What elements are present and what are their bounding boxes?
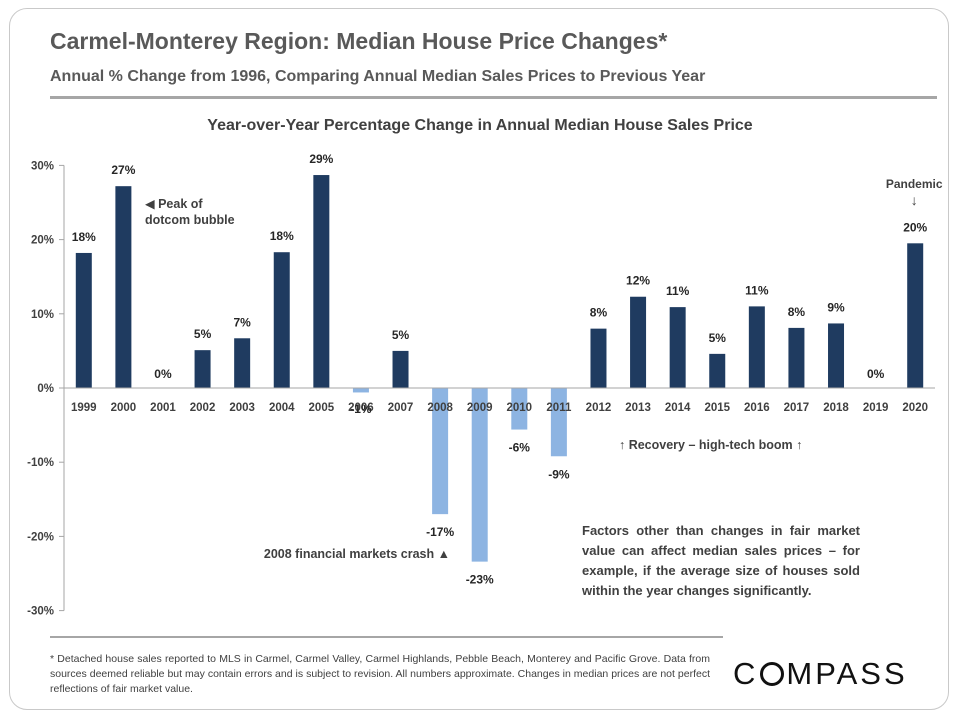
x-tick-label: 2001 <box>150 402 176 414</box>
bar-2006 <box>352 388 369 393</box>
y-tick-label: 0% <box>37 383 54 395</box>
annotation-dotcom-line2: dotcom bubble <box>145 213 235 227</box>
bar-2020 <box>907 243 924 388</box>
data-label: 0% <box>867 367 885 381</box>
bar-2015 <box>709 353 726 388</box>
data-label: -23% <box>466 573 494 587</box>
x-tick-label: 2011 <box>546 402 572 414</box>
x-tick-label: 2008 <box>427 402 453 414</box>
bar-1999 <box>75 252 92 388</box>
bar-2004 <box>273 252 290 388</box>
bar-2002 <box>194 350 211 388</box>
data-label: 7% <box>233 315 251 329</box>
x-tick-label: 2018 <box>823 402 849 414</box>
y-tick-label: 30% <box>31 160 54 172</box>
header-divider <box>50 96 937 99</box>
data-label: -1% <box>350 402 372 416</box>
data-label: 18% <box>72 230 96 244</box>
annotation-2008-crash: 2008 financial markets crash ▲ <box>264 547 450 561</box>
bar-2013 <box>630 296 647 388</box>
annotation-recovery: ↑ Recovery – high-tech boom ↑ <box>619 438 802 452</box>
footnote: * Detached house sales reported to MLS i… <box>50 653 710 695</box>
data-label: -6% <box>509 441 531 455</box>
x-tick-label: 2006 <box>348 402 374 414</box>
x-tick-label: 2019 <box>863 402 889 414</box>
data-label: 29% <box>309 152 333 166</box>
chart-title: Year-over-Year Percentage Change in Annu… <box>207 117 753 134</box>
data-label: 11% <box>666 284 690 298</box>
bar-2012 <box>590 328 607 388</box>
bar-2008 <box>432 388 449 515</box>
bar-2009 <box>471 388 488 562</box>
data-label: 18% <box>270 229 294 243</box>
bar-2000 <box>115 186 132 388</box>
data-label: 27% <box>111 163 135 177</box>
x-tick-label: 2000 <box>111 402 137 414</box>
logo-text-end: MPASS <box>786 656 908 691</box>
bar-2005 <box>313 175 330 388</box>
logo-o-glyph <box>760 662 785 686</box>
annotation-pandemic-arrow: ↓ <box>911 192 918 208</box>
x-tick-label: 2020 <box>902 402 928 414</box>
disclaimer-note: Factors other than changes in fair marke… <box>582 523 860 598</box>
bar-2017 <box>788 327 805 388</box>
x-tick-label: 2017 <box>784 402 810 414</box>
footer-divider <box>50 636 723 638</box>
x-tick-label: 2013 <box>625 402 651 414</box>
x-tick-label: 2014 <box>665 402 691 414</box>
bar-2011 <box>550 388 567 457</box>
y-tick-label: -20% <box>27 531 54 543</box>
data-label: 9% <box>827 300 845 314</box>
data-label: 0% <box>154 367 172 381</box>
data-label: 8% <box>788 305 806 319</box>
bar-2014 <box>669 307 686 388</box>
x-tick-label: 2015 <box>704 402 730 414</box>
data-label: 5% <box>709 331 727 345</box>
x-tick-label: 2007 <box>388 402 414 414</box>
data-label: -17% <box>426 525 454 539</box>
data-label: 20% <box>903 220 927 234</box>
x-tick-label: 2012 <box>586 402 612 414</box>
bar-2016 <box>748 306 765 388</box>
y-tick-label: 10% <box>31 309 54 321</box>
bar-2018 <box>828 323 845 388</box>
x-tick-label: 2005 <box>309 402 335 414</box>
x-tick-label: 2009 <box>467 402 493 414</box>
compass-logo: C MPASS <box>733 656 908 692</box>
page-title: Carmel-Monterey Region: Median House Pri… <box>50 28 668 54</box>
data-label: -9% <box>548 467 570 481</box>
bar-2007 <box>392 350 409 388</box>
y-tick-label: 20% <box>31 235 54 247</box>
annotation-dotcom-line1: ◀ Peak of <box>145 197 203 211</box>
bar-chart: 30% 20% 10% 0% -10% -20% -30% 1999 2000 2001 2002 2… <box>27 152 943 618</box>
logo-text-start: C <box>733 656 759 691</box>
bar-2003 <box>234 338 251 388</box>
y-tick-label: -10% <box>27 457 54 469</box>
data-label: 12% <box>626 274 650 288</box>
page-subtitle: Annual % Change from 1996, Comparing Ann… <box>50 68 706 85</box>
x-tick-label: 2003 <box>229 402 255 414</box>
data-label: 5% <box>194 327 212 341</box>
data-label: 11% <box>745 283 769 297</box>
x-tick-label: 2004 <box>269 402 295 414</box>
y-tick-label: -30% <box>27 606 54 618</box>
data-label: 8% <box>590 306 608 320</box>
x-tick-label: 1999 <box>71 402 97 414</box>
data-label: 5% <box>392 328 410 342</box>
bar-2010 <box>511 388 528 430</box>
x-tick-label: 2010 <box>506 402 532 414</box>
annotation-pandemic-label: Pandemic <box>886 177 943 191</box>
x-tick-label: 2016 <box>744 402 770 414</box>
x-tick-label: 2002 <box>190 402 216 414</box>
